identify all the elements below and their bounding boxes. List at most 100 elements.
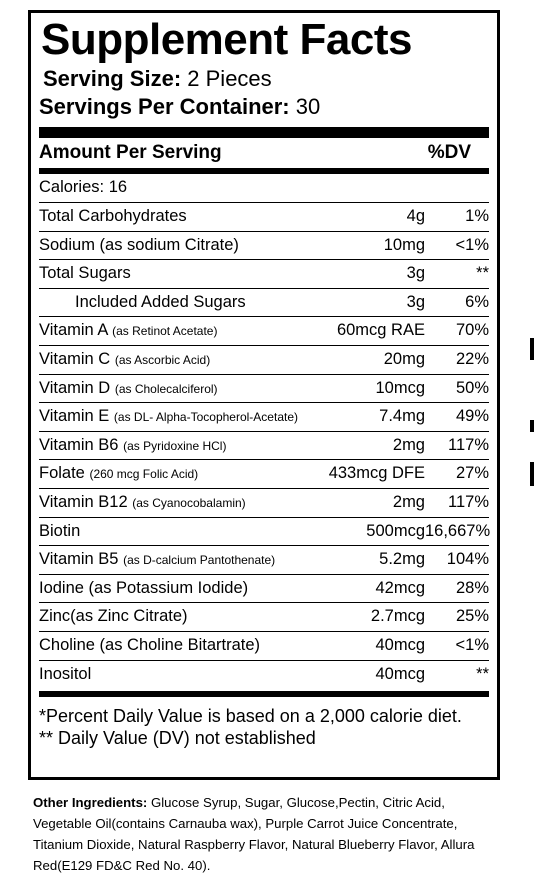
edge-mark — [530, 338, 534, 360]
nutrient-row: Total Carbohydrates 4g 1% — [39, 203, 489, 232]
nutrient-row: Vitamin B6 (as Pyridoxine HCl) 2mg 117% — [39, 432, 489, 461]
nutrient-name-text: Folate — [39, 464, 85, 483]
nutrient-amount: 40mcg — [375, 664, 425, 683]
nutrient-amount: 2mg — [392, 435, 425, 454]
nutrient-row: Included Added Sugars 3g 6% — [39, 289, 489, 318]
nutrient-name-text: Vitamin A — [39, 321, 108, 340]
panel-title: Supplement Facts — [41, 15, 412, 64]
nutrient-row: Vitamin A (as Retinot Acetate) 60mcg RAE 7… — [39, 317, 489, 346]
nutrient-name-text: Biotin — [39, 521, 81, 540]
nutrient-amount: 20mg — [383, 349, 425, 368]
nutrient-name: Zinc(as Zinc Citrate) — [39, 603, 310, 630]
nutrient-dv: 117% — [448, 435, 489, 454]
nutrient-dv: 27% — [455, 464, 489, 483]
nutrient-amount: 2mg — [392, 492, 425, 511]
nutrient-name: Vitamin B12 (as Cyanocobalamin) — [39, 489, 310, 517]
nutrient-name-text: Vitamin B5 — [39, 550, 119, 569]
nutrient-name: Vitamin C (as Ascorbic Acid) — [39, 346, 310, 374]
other-ingredients: Other Ingredients: Glucose Syrup, Sugar,… — [33, 792, 503, 876]
edge-mark — [530, 420, 534, 432]
nutrient-source-note: (260 mcg Folic Acid) — [89, 467, 199, 482]
nutrient-dv: ** — [476, 264, 489, 283]
supplement-facts-panel: Supplement Facts Serving Size: 2 Pieces … — [28, 10, 500, 780]
nutrient-source-note: (as Pyridoxine HCl) — [123, 438, 227, 453]
footnote-dv-not-established: ** Daily Value (DV) not established — [39, 728, 316, 749]
nutrient-name: Sodium (as sodium Citrate) — [39, 232, 310, 259]
nutrient-name-text: Total Carbohydrates — [39, 207, 187, 225]
nutrient-row: Total Sugars 3g ** — [39, 260, 489, 289]
serving-size-label: Serving Size: — [43, 66, 182, 91]
amount-header: Amount Per Serving %DV — [39, 138, 489, 168]
nutrient-amount: 42mcg — [375, 578, 425, 597]
nutrient-amount: 60mcg RAE — [336, 321, 425, 340]
nutrient-name-text: Inositol — [39, 664, 92, 683]
nutrient-name: Folate (260 mcg Folic Acid) — [39, 460, 310, 488]
nutrient-dv: 49% — [455, 407, 489, 426]
nutrient-row: Sodium (as sodium Citrate) 10mg <1% — [39, 232, 489, 261]
nutrient-row: Iodine (as Potassium Iodide) 42mcg 28% — [39, 575, 489, 604]
nutrient-amount: 40mcg — [375, 635, 425, 654]
nutrient-name: Vitamin A (as Retinot Acetate) — [39, 317, 310, 345]
nutrient-name-text: Zinc(as Zinc Citrate) — [39, 607, 188, 626]
nutrient-dv: 6% — [465, 292, 489, 311]
nutrient-amount: 500mcg — [366, 521, 425, 540]
nutrient-row: Vitamin B12 (as Cyanocobalamin) 2mg 117% — [39, 489, 489, 518]
nutrient-dv: 25% — [455, 607, 489, 626]
calories-label: Calories: 16 — [39, 178, 128, 196]
nutrient-row: Zinc(as Zinc Citrate) 2.7mcg 25% — [39, 603, 489, 632]
nutrient-source-note: (as Cyanocobalamin) — [132, 495, 246, 510]
bottom-divider — [39, 691, 489, 698]
nutrient-name: Total Sugars — [39, 260, 310, 287]
nutrient-name-text: Total Sugars — [39, 264, 131, 283]
nutrient-dv: 50% — [455, 378, 489, 397]
nutrient-name-text: Vitamin B6 — [39, 435, 119, 454]
nutrient-amount: 7.4mg — [379, 407, 425, 426]
nutrient-row: Vitamin D (as Cholecalciferol) 10mcg 50% — [39, 375, 489, 404]
nutrient-name-text: Choline (as Choline Bitartrate) — [39, 635, 261, 654]
nutrient-row: Vitamin C (as Ascorbic Acid) 20mg 22% — [39, 346, 489, 375]
nutrient-amount: 10mcg — [375, 378, 425, 397]
serving-size: Serving Size: 2 Pieces — [43, 65, 489, 93]
nutrient-dv: ** — [476, 664, 489, 683]
nutrient-row: Vitamin E (as DL- Alpha-Tocopherol-Aceta… — [39, 403, 489, 432]
footnote-percent-dv: *Percent Daily Value is based on a 2,000… — [39, 706, 462, 727]
nutrient-amount: 433mcg DFE — [328, 464, 425, 483]
edge-mark — [530, 462, 534, 486]
nutrient-amount: 5.2mg — [379, 550, 425, 569]
nutrient-name: Vitamin D (as Cholecalciferol) — [39, 375, 310, 403]
nutrient-rows: Total Carbohydrates 4g 1% Sodium (as sodium… — [39, 203, 490, 689]
nutrient-source-note: (as D-calcium Pantothenate) — [123, 553, 276, 568]
medium-divider — [39, 168, 489, 174]
nutrient-dv: <1% — [455, 635, 489, 654]
nutrient-row: Folate (260 mcg Folic Acid) 433mcg DFE 27% — [39, 460, 489, 489]
nutrient-name: Included Added Sugars — [39, 289, 310, 316]
nutrient-name: Biotin — [39, 518, 310, 545]
nutrient-dv: 1% — [465, 207, 489, 225]
nutrient-name-text: Vitamin D — [39, 378, 111, 397]
nutrient-row: Choline (as Choline Bitartrate) 40mcg <1% — [39, 632, 489, 661]
nutrient-name: Vitamin E (as DL- Alpha-Tocopherol-Aceta… — [39, 403, 310, 431]
nutrient-name: Total Carbohydrates — [39, 203, 310, 230]
nutrient-name-text: Iodine (as Potassium Iodide) — [39, 578, 249, 597]
nutrient-amount: 3g — [406, 264, 425, 283]
cropped-edge-marks — [524, 0, 534, 888]
nutrient-dv: 22% — [455, 349, 489, 368]
nutrient-row: Inositol 40mcg ** — [39, 661, 489, 689]
servings-per-container-value: 30 — [295, 94, 321, 119]
amount-per-serving-label: Amount Per Serving — [39, 142, 222, 163]
nutrient-row: Biotin 500mcg 16,667% — [39, 518, 490, 547]
nutrient-name: Vitamin B6 (as Pyridoxine HCl) — [39, 432, 310, 460]
nutrient-amount: 3g — [406, 292, 425, 311]
nutrient-source-note: (as DL- Alpha-Tocopherol-Acetate) — [113, 410, 298, 425]
nutrient-dv: <1% — [455, 235, 489, 254]
nutrient-name-text: Vitamin C — [39, 349, 111, 368]
nutrient-name: Iodine (as Potassium Iodide) — [39, 575, 310, 602]
nutrient-name: Vitamin B5 (as D-calcium Pantothenate) — [39, 546, 310, 574]
nutrient-dv: 70% — [455, 321, 489, 340]
thick-divider — [39, 127, 489, 138]
nutrient-dv: 117% — [448, 492, 489, 511]
other-ingredients-label: Other Ingredients: — [33, 795, 148, 810]
nutrient-name-text: Sodium (as sodium Citrate) — [39, 235, 239, 254]
serving-size-value: 2 Pieces — [187, 66, 272, 91]
other-ingredients-text: Glucose Syrup, Sugar, Glucose,Pectin, Ci… — [33, 795, 475, 873]
